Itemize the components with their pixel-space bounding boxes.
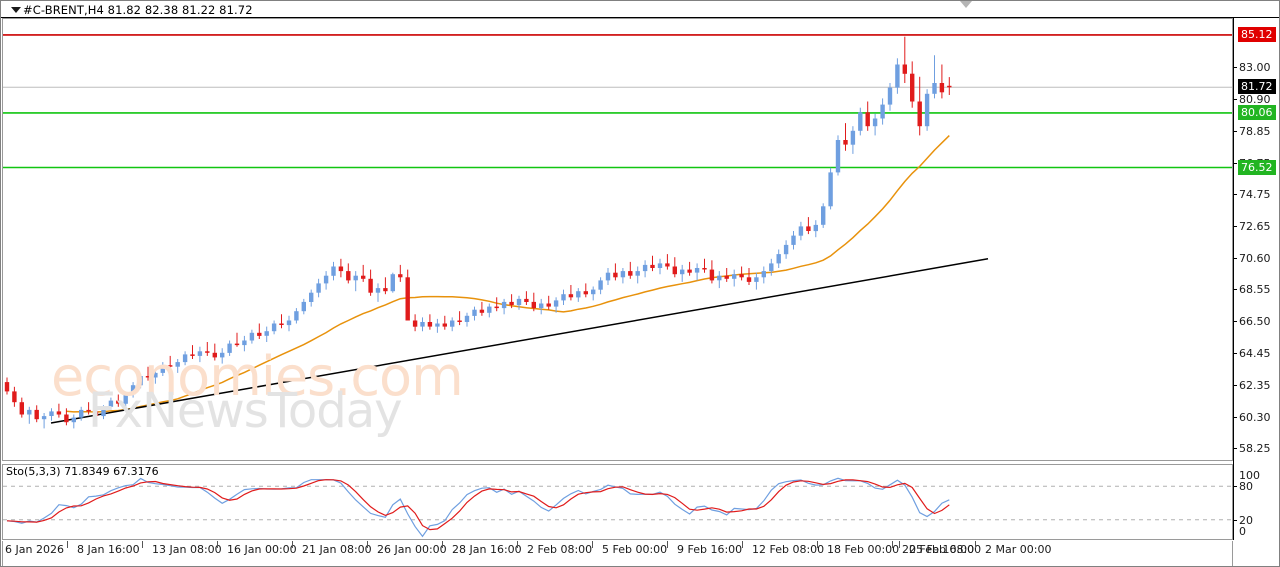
- time-axis-label: 21 Jan 08:00: [302, 543, 372, 556]
- time-axis-label: 28 Jan 16:00: [452, 543, 522, 556]
- axis-tick: [1233, 321, 1237, 322]
- time-axis-tick: [892, 541, 893, 548]
- stochastic-axis-label: 0: [1239, 525, 1246, 538]
- time-axis-tick: [817, 541, 818, 548]
- price-axis-label: 64.45: [1239, 346, 1271, 360]
- time-axis-label: 9 Feb 16:00: [677, 543, 743, 556]
- chart-title-bar: #C-BRENT,H4 81.82 82.38 81.22 81.72: [1, 1, 1279, 18]
- candlestick-canvas: [3, 34, 1232, 429]
- time-axis-tick: [142, 541, 143, 548]
- price-level-badge-support-level[interactable]: 76.52: [1238, 159, 1276, 175]
- time-axis[interactable]: 6 Jan 2026 8 Jan 16:00 13 Jan 08:00 16 Jan …: [2, 541, 1233, 566]
- watermark-economies: economies.com: [51, 345, 464, 408]
- chevron-down-icon[interactable]: [11, 7, 21, 13]
- axis-tick: [1233, 416, 1237, 418]
- watermark-fxnewstoday: FxNewsToday: [88, 383, 403, 439]
- time-axis-tick: [742, 541, 743, 548]
- time-axis-label: 25 Feb 08:00: [909, 543, 982, 556]
- time-axis-label: 8 Jan 16:00: [77, 543, 140, 556]
- time-axis-tick: [667, 541, 668, 548]
- price-axis-label: 72.65: [1239, 220, 1271, 234]
- time-axis-label: 16 Jan 00:00: [227, 543, 297, 556]
- stochastic-indicator-pane[interactable]: Sto(5,3,3) 71.8349 67.3176: [2, 464, 1233, 540]
- price-axis[interactable]: 83.0080.9078.8576.7574.7572.6570.6068.55…: [1233, 18, 1278, 540]
- time-axis-label: 2 Mar 00:00: [985, 543, 1052, 556]
- time-axis-label: 2 Feb 08:00: [527, 543, 593, 556]
- time-axis-tick: [975, 541, 976, 548]
- price-chart-pane[interactable]: economies.com FxNewsToday: [2, 18, 1233, 461]
- axis-tick: [1233, 486, 1237, 488]
- stochastic-axis-label: 100: [1239, 469, 1260, 482]
- axis-tick: [1233, 519, 1237, 521]
- price-level-badge-resistance-level[interactable]: 85.12: [1238, 26, 1276, 42]
- axis-tick: [1233, 130, 1237, 132]
- stochastic-label: Sto(5,3,3) 71.8349 67.3176: [6, 465, 159, 478]
- time-axis-label: 13 Jan 08:00: [152, 543, 222, 556]
- price-axis-label: 70.60: [1239, 251, 1271, 265]
- price-axis-label: 66.50: [1239, 315, 1271, 328]
- price-axis-label: 74.75: [1239, 187, 1271, 201]
- symbol-quote-label: #C-BRENT,H4 81.82 82.38 81.22 81.72: [23, 3, 253, 17]
- price-axis-label: 60.30: [1239, 410, 1271, 424]
- axis-tick: [1233, 385, 1237, 386]
- stochastic-axis-label: 20: [1239, 513, 1253, 527]
- price-axis-label: 68.55: [1239, 283, 1271, 297]
- price-axis-label: 80.90: [1239, 93, 1271, 106]
- axis-tick: [1233, 226, 1237, 228]
- time-axis-label: 26 Jan 00:00: [377, 543, 447, 556]
- axis-tick: [1233, 193, 1237, 195]
- triangle-down-marker-icon: [960, 1, 972, 8]
- time-axis-label: 6 Jan 2026: [5, 543, 64, 556]
- time-axis-label: 20 Feb 16:00: [902, 543, 975, 556]
- axis-tick: [1233, 162, 1237, 164]
- price-axis-label: 62.35: [1239, 379, 1271, 392]
- time-axis-tick: [367, 541, 368, 548]
- price-axis-label: 78.85: [1239, 124, 1271, 138]
- axis-tick: [1233, 448, 1237, 450]
- price-level-badge-current-price[interactable]: 81.72: [1238, 79, 1276, 95]
- axis-tick: [1233, 352, 1237, 354]
- time-axis-label: 18 Feb 00:00: [827, 543, 900, 556]
- time-axis-tick: [67, 541, 68, 548]
- stochastic-canvas: [3, 477, 1232, 538]
- time-axis-tick: [592, 541, 593, 548]
- stochastic-axis-label: 80: [1239, 480, 1253, 494]
- time-axis-label: 12 Feb 08:00: [752, 543, 825, 556]
- price-level-badge-support-level[interactable]: 80.06: [1238, 104, 1276, 120]
- time-axis-tick: [517, 541, 518, 548]
- time-axis-label: 5 Feb 00:00: [602, 543, 668, 556]
- price-axis-label: 83.00: [1239, 60, 1271, 74]
- time-axis-tick: [217, 541, 218, 548]
- time-axis-tick: [899, 541, 900, 548]
- time-axis-tick: [292, 541, 293, 548]
- time-axis-tick: [442, 541, 443, 548]
- axis-tick: [1233, 289, 1237, 291]
- axis-tick: [1233, 99, 1237, 100]
- price-axis-label: 58.25: [1239, 442, 1271, 456]
- axis-tick: [1233, 66, 1237, 68]
- axis-spine: [1233, 18, 1234, 540]
- axis-tick: [1233, 257, 1237, 259]
